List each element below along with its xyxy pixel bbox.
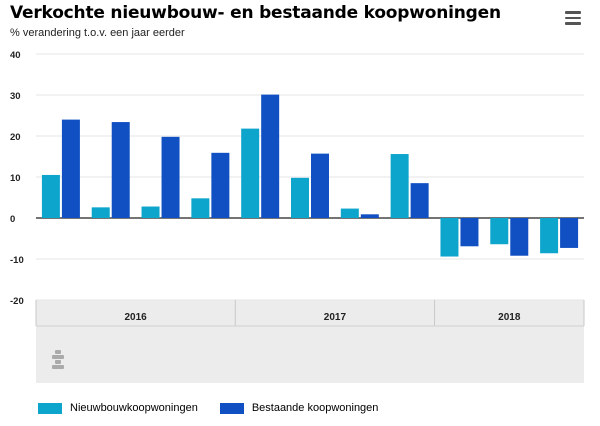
bar-nieuwbouw	[390, 154, 409, 218]
bar-bestaande	[111, 122, 130, 218]
y-tick-label: 0	[10, 214, 15, 225]
bar-bestaande	[61, 119, 80, 218]
legend-swatch	[38, 402, 62, 414]
y-tick-label: 20	[10, 132, 21, 143]
hamburger-menu-icon[interactable]	[562, 8, 584, 26]
bar-nieuwbouw	[490, 218, 509, 245]
y-tick-label: 40	[10, 50, 21, 61]
bar-nieuwbouw	[291, 177, 309, 218]
y-tick-label: -10	[10, 255, 24, 266]
bar-nieuwbouw	[440, 218, 459, 257]
bar-bestaande	[360, 214, 379, 218]
bar-nieuwbouw	[91, 207, 110, 218]
bar-nieuwbouw	[191, 198, 210, 218]
x-year-label: 2018	[498, 312, 521, 323]
bar-nieuwbouw	[141, 206, 160, 218]
bar-nieuwbouw	[340, 208, 359, 218]
legend-item-nieuwbouw[interactable]: Nieuwbouwkoopwoningen	[38, 402, 198, 414]
cbs-logo-icon	[52, 350, 64, 369]
x-year-label: 2017	[324, 312, 347, 323]
bar-bestaande	[410, 183, 429, 218]
legend-label: Nieuwbouwkoopwoningen	[70, 402, 198, 414]
bar-bestaande	[261, 94, 280, 218]
y-tick-label: 30	[10, 91, 21, 102]
bar-bestaande	[460, 218, 479, 247]
legend: Nieuwbouwkoopwoningen Bestaande koopwoni…	[38, 402, 378, 414]
x-axis-band	[36, 300, 584, 383]
legend-item-bestaande[interactable]: Bestaande koopwoningen	[219, 402, 379, 414]
chart-title: Verkochte nieuwbouw- en bestaande koopwo…	[10, 3, 501, 23]
chart-subtitle: % verandering t.o.v. een jaar eerder	[10, 27, 185, 39]
bar-bestaande	[161, 136, 180, 218]
bar-bestaande	[211, 152, 230, 218]
x-year-label: 2016	[125, 312, 148, 323]
y-tick-label: 10	[10, 173, 21, 184]
bar-bestaande	[311, 153, 329, 218]
y-tick-label: -20	[10, 296, 24, 307]
bar-nieuwbouw	[241, 128, 260, 218]
bar-nieuwbouw	[540, 218, 559, 254]
bar-bestaande	[510, 218, 529, 256]
bar-nieuwbouw	[41, 174, 60, 218]
legend-swatch	[219, 402, 244, 414]
legend-label: Bestaande koopwoningen	[251, 402, 379, 414]
bar-bestaande	[560, 218, 579, 248]
